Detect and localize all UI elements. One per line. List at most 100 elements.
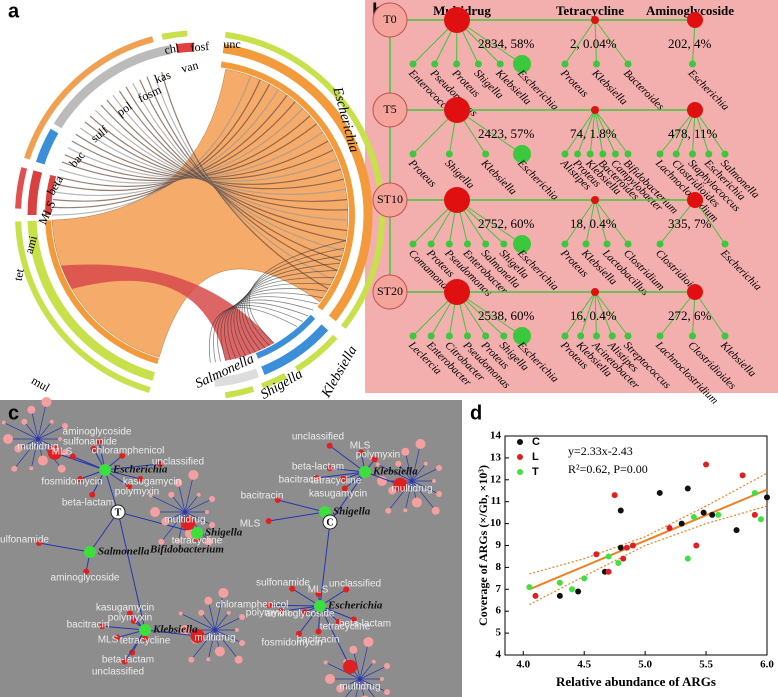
genus-node xyxy=(672,150,680,158)
satellite-node xyxy=(436,491,443,498)
chord-line xyxy=(230,288,327,358)
arg-label: fosf xyxy=(190,39,210,55)
arg-label: beta-lactam xyxy=(102,655,154,666)
ring-segment xyxy=(45,220,159,364)
arg-node xyxy=(687,284,703,300)
genus-node xyxy=(689,332,696,340)
network-edge xyxy=(180,613,216,631)
satellite-node xyxy=(150,507,160,517)
x-tick-label: 6.0 xyxy=(760,659,774,671)
y-tick-label: 6 xyxy=(496,605,502,617)
panel-letter: a xyxy=(8,0,20,22)
network-edge xyxy=(207,629,216,660)
satellite-node xyxy=(180,625,190,635)
arg-label: fosm xyxy=(136,82,164,105)
satellite-node xyxy=(209,522,216,529)
panel-c-background xyxy=(0,400,462,697)
data-point xyxy=(764,494,770,501)
arg-node xyxy=(591,196,599,204)
arg-node xyxy=(83,568,90,575)
x-tick-label: 4.0 xyxy=(516,659,530,671)
arg-node xyxy=(444,187,470,213)
genus-node xyxy=(624,332,632,340)
satellite-node xyxy=(49,419,54,424)
ring-segment xyxy=(175,42,195,54)
tree-link xyxy=(585,199,596,245)
network-edge xyxy=(37,401,47,440)
satellite-node xyxy=(148,493,153,498)
arg-label: beta-lactam xyxy=(339,619,391,630)
arg-node xyxy=(591,106,599,114)
network-edge xyxy=(171,494,186,513)
network-edge xyxy=(316,471,366,479)
network-edge xyxy=(268,511,326,522)
ring-segment xyxy=(255,314,316,359)
satellite-node xyxy=(323,660,328,665)
chord-line xyxy=(146,76,338,271)
genus-node xyxy=(561,60,569,68)
network-edge xyxy=(359,678,375,697)
genus-node xyxy=(84,546,96,558)
satellite-node xyxy=(349,645,358,654)
genus-node xyxy=(496,60,504,68)
satellite-node xyxy=(218,587,229,598)
satellite-node xyxy=(1,420,6,425)
arg-label: tet xyxy=(11,267,27,282)
tree-link xyxy=(589,109,596,155)
value-label: 2834, 58% xyxy=(478,36,535,51)
data-point xyxy=(757,516,764,523)
arg-label: bacitracin xyxy=(241,491,284,502)
tree-link xyxy=(456,19,523,65)
arg-label: beta-lactam xyxy=(62,498,114,509)
arg-node xyxy=(47,445,62,460)
arg-label: unclassified xyxy=(92,667,144,678)
tree-link xyxy=(564,291,596,337)
legend-marker xyxy=(517,439,523,445)
data-point xyxy=(739,472,746,479)
arg-label: unclassified xyxy=(152,457,204,468)
genus-node xyxy=(513,327,531,345)
arg-node xyxy=(278,608,284,615)
tree-link xyxy=(594,19,629,65)
data-point xyxy=(690,514,697,521)
satellite-node xyxy=(198,609,205,616)
arg-label: polymyxin xyxy=(356,450,400,461)
network-edge xyxy=(388,480,413,511)
x-tick-label: 5.0 xyxy=(638,659,652,671)
arg-node xyxy=(296,630,302,637)
network-edge xyxy=(404,451,413,482)
center-node xyxy=(322,514,338,530)
satellite-node xyxy=(209,495,216,502)
arg-node xyxy=(358,449,365,456)
data-point xyxy=(666,524,673,531)
genus-node xyxy=(689,150,696,158)
satellite-node xyxy=(21,418,28,425)
tree-link xyxy=(594,291,597,337)
arg-node xyxy=(444,279,470,305)
arg-label: mul xyxy=(29,373,53,395)
sample-node xyxy=(372,274,408,310)
arg-node xyxy=(343,586,350,593)
satellite-node xyxy=(214,646,225,657)
satellite-node xyxy=(11,465,18,472)
satellite-node xyxy=(388,486,397,495)
network-edge xyxy=(89,511,119,553)
satellite-node xyxy=(188,469,199,480)
genus-label: Salmonella xyxy=(98,546,150,558)
arg-node xyxy=(181,516,195,531)
network-edge xyxy=(214,629,239,660)
tree-link xyxy=(564,109,596,155)
arg-node xyxy=(315,591,322,597)
arg-node xyxy=(313,475,320,481)
network-edge xyxy=(177,482,186,513)
tree-link xyxy=(594,199,629,245)
arg-label: bacitracin xyxy=(279,475,322,486)
arg-label: sulfonamide xyxy=(0,535,49,546)
network-edge xyxy=(319,605,351,667)
satellite-node xyxy=(62,449,69,456)
chord-line xyxy=(227,292,323,359)
value-label: 16, 0.4% xyxy=(570,308,617,323)
satellite-node xyxy=(395,460,402,467)
arg-node xyxy=(302,609,308,615)
tree-link xyxy=(564,19,596,65)
